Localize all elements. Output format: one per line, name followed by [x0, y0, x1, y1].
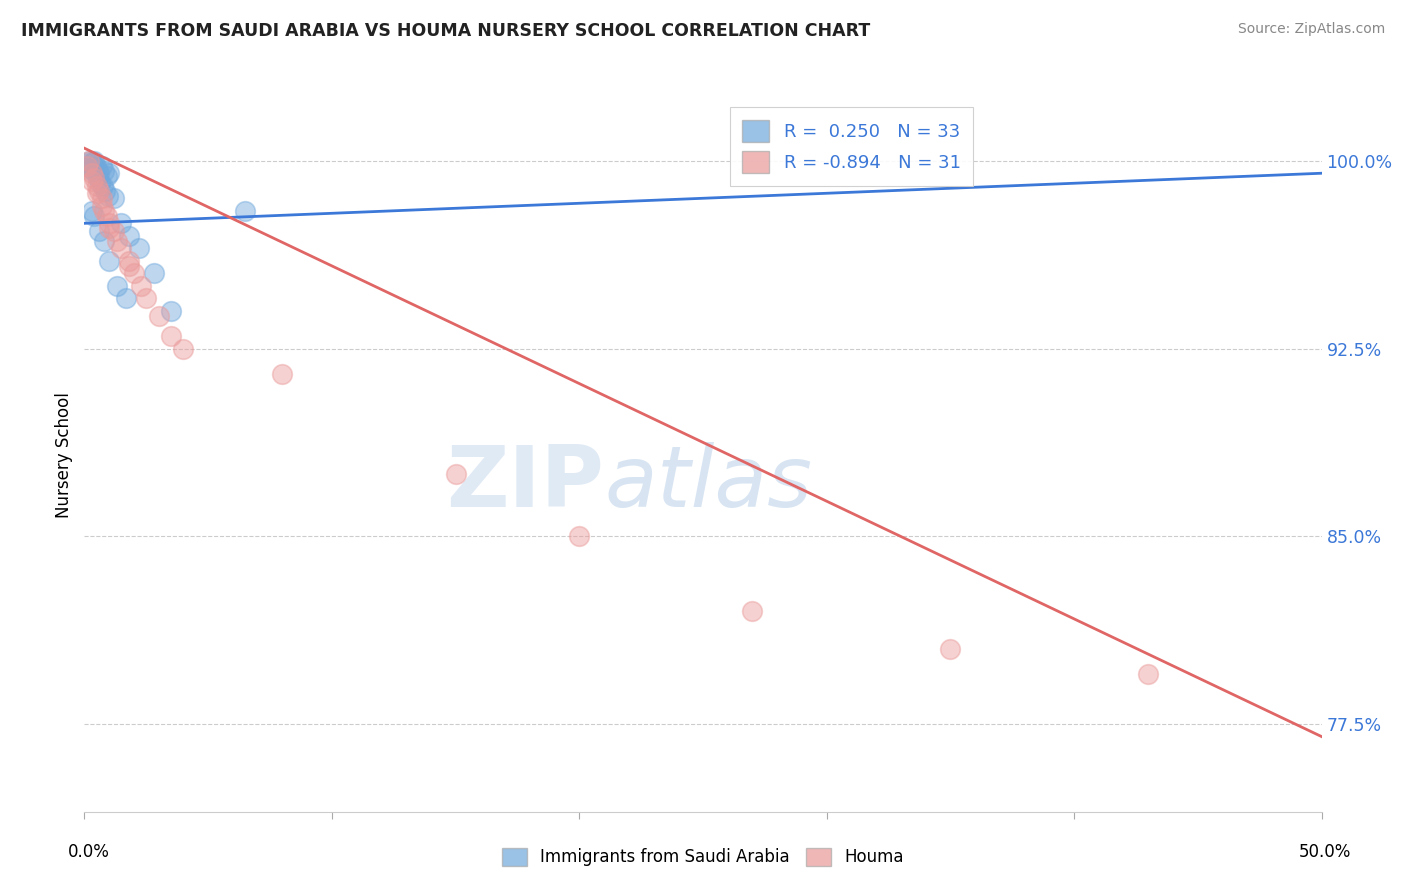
- Point: [741, 604, 763, 618]
- Point: [90, 199, 112, 213]
- Point: [568, 529, 591, 543]
- Point: [89, 176, 111, 190]
- Point: [129, 279, 152, 293]
- Point: [83, 209, 105, 223]
- Point: [97, 188, 120, 202]
- Legend: Immigrants from Saudi Arabia, Houma: Immigrants from Saudi Arabia, Houma: [494, 839, 912, 875]
- Point: [79, 153, 101, 168]
- Point: [148, 309, 170, 323]
- Text: ZIP: ZIP: [446, 442, 605, 525]
- Point: [83, 153, 105, 168]
- Point: [444, 467, 467, 481]
- Point: [110, 241, 132, 255]
- Point: [89, 166, 111, 180]
- Point: [80, 203, 103, 218]
- Point: [87, 171, 110, 186]
- Point: [93, 163, 115, 178]
- Point: [79, 161, 101, 176]
- Point: [172, 342, 194, 356]
- Text: atlas: atlas: [605, 442, 813, 525]
- Point: [94, 184, 117, 198]
- Point: [98, 216, 121, 230]
- Point: [96, 209, 118, 223]
- Point: [118, 228, 141, 243]
- Point: [110, 216, 132, 230]
- Point: [271, 367, 294, 381]
- Text: 50.0%: 50.0%: [1298, 843, 1351, 861]
- Point: [1137, 667, 1160, 681]
- Point: [93, 234, 115, 248]
- Point: [939, 642, 962, 657]
- Point: [233, 203, 256, 218]
- Point: [77, 156, 100, 170]
- Point: [80, 166, 103, 180]
- Point: [89, 184, 111, 198]
- Point: [80, 174, 103, 188]
- Point: [118, 259, 141, 273]
- Point: [79, 153, 101, 168]
- Point: [118, 253, 141, 268]
- Text: 0.0%: 0.0%: [67, 843, 110, 861]
- Point: [103, 224, 125, 238]
- Point: [160, 329, 183, 343]
- Text: IMMIGRANTS FROM SAUDI ARABIA VS HOUMA NURSERY SCHOOL CORRELATION CHART: IMMIGRANTS FROM SAUDI ARABIA VS HOUMA NU…: [21, 22, 870, 40]
- Point: [96, 169, 118, 183]
- Y-axis label: Nursery School: Nursery School: [55, 392, 73, 518]
- Point: [86, 186, 108, 201]
- Point: [115, 292, 138, 306]
- Point: [98, 253, 121, 268]
- Point: [89, 224, 111, 238]
- Point: [76, 159, 98, 173]
- Point: [142, 266, 165, 280]
- Point: [80, 156, 103, 170]
- Point: [84, 159, 107, 173]
- Point: [86, 161, 108, 176]
- Point: [135, 292, 157, 306]
- Point: [105, 279, 128, 293]
- Point: [128, 241, 150, 255]
- Point: [160, 304, 183, 318]
- Point: [90, 191, 112, 205]
- Point: [83, 171, 105, 186]
- Point: [103, 191, 125, 205]
- Point: [91, 178, 114, 193]
- Text: Source: ZipAtlas.com: Source: ZipAtlas.com: [1237, 22, 1385, 37]
- Point: [76, 159, 98, 173]
- Point: [90, 159, 112, 173]
- Point: [105, 234, 128, 248]
- Point: [93, 203, 115, 218]
- Point: [82, 163, 104, 178]
- Point: [98, 221, 121, 235]
- Legend: R =  0.250   N = 33, R = -0.894   N = 31: R = 0.250 N = 33, R = -0.894 N = 31: [730, 107, 973, 186]
- Point: [122, 266, 145, 280]
- Point: [86, 178, 108, 193]
- Point: [98, 166, 121, 180]
